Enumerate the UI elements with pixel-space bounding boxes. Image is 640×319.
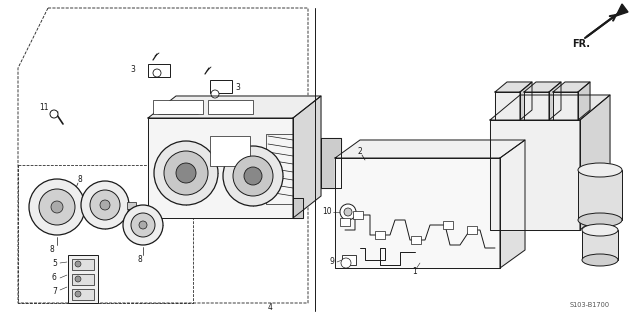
Polygon shape	[553, 92, 578, 120]
Bar	[375, 231, 385, 239]
Circle shape	[51, 201, 63, 213]
Circle shape	[340, 204, 356, 220]
Bar	[208, 100, 253, 114]
Circle shape	[164, 151, 208, 195]
Ellipse shape	[582, 224, 618, 236]
Circle shape	[244, 167, 262, 185]
Text: 6: 6	[52, 272, 57, 281]
Polygon shape	[578, 82, 590, 120]
Bar	[72, 259, 94, 270]
Bar	[411, 236, 421, 244]
Polygon shape	[580, 95, 610, 230]
Text: 7: 7	[52, 286, 57, 295]
Bar	[266, 134, 293, 204]
Circle shape	[341, 258, 351, 268]
Bar	[127, 202, 136, 209]
Circle shape	[75, 276, 81, 282]
Polygon shape	[293, 198, 303, 218]
Ellipse shape	[578, 213, 622, 227]
Circle shape	[176, 163, 196, 183]
Circle shape	[139, 221, 147, 229]
Polygon shape	[616, 4, 628, 16]
Bar	[153, 100, 203, 114]
Bar	[210, 80, 232, 93]
Polygon shape	[553, 82, 590, 92]
Text: 3: 3	[235, 83, 240, 92]
Polygon shape	[495, 92, 520, 120]
Text: 8: 8	[138, 256, 143, 264]
Text: 9: 9	[330, 257, 335, 266]
Polygon shape	[490, 120, 580, 230]
Bar	[443, 221, 453, 229]
Ellipse shape	[582, 254, 618, 266]
Circle shape	[100, 200, 110, 210]
Polygon shape	[335, 140, 525, 158]
Text: 1: 1	[412, 268, 417, 277]
Polygon shape	[148, 118, 293, 218]
Circle shape	[233, 156, 273, 196]
Bar	[72, 289, 94, 300]
Polygon shape	[293, 96, 321, 218]
Text: 8: 8	[78, 175, 83, 184]
Circle shape	[75, 291, 81, 297]
Text: 4: 4	[268, 303, 273, 313]
Polygon shape	[500, 140, 525, 268]
Text: 10: 10	[322, 207, 332, 217]
Bar	[582, 230, 618, 260]
Circle shape	[90, 190, 120, 220]
Bar	[148, 64, 170, 77]
Text: FR.: FR.	[572, 39, 590, 49]
Bar	[467, 226, 477, 234]
Circle shape	[131, 213, 155, 237]
Bar	[578, 170, 622, 220]
Bar	[342, 255, 356, 265]
Polygon shape	[335, 158, 500, 268]
Circle shape	[81, 181, 129, 229]
Text: 2: 2	[358, 147, 363, 157]
Circle shape	[154, 141, 218, 205]
Circle shape	[211, 90, 219, 98]
Ellipse shape	[578, 163, 622, 177]
Polygon shape	[490, 95, 610, 120]
Circle shape	[153, 69, 161, 77]
Text: 3: 3	[130, 65, 135, 75]
Bar	[68, 255, 98, 303]
Bar	[72, 274, 94, 285]
Circle shape	[223, 146, 283, 206]
Circle shape	[123, 205, 163, 245]
Circle shape	[50, 110, 58, 118]
Bar	[353, 211, 363, 219]
Text: 5: 5	[52, 258, 57, 268]
Polygon shape	[495, 82, 532, 92]
Polygon shape	[549, 82, 561, 120]
Bar	[340, 218, 350, 226]
Text: 11: 11	[39, 102, 49, 112]
Circle shape	[344, 208, 352, 216]
Bar	[83, 203, 93, 211]
Polygon shape	[148, 96, 321, 118]
Text: 8: 8	[50, 246, 55, 255]
Text: S103-B1700: S103-B1700	[570, 302, 610, 308]
Circle shape	[29, 179, 85, 235]
Polygon shape	[524, 92, 549, 120]
Bar	[210, 136, 250, 166]
Polygon shape	[321, 138, 341, 188]
Circle shape	[39, 189, 75, 225]
Polygon shape	[524, 82, 561, 92]
Polygon shape	[520, 82, 532, 120]
Circle shape	[75, 261, 81, 267]
